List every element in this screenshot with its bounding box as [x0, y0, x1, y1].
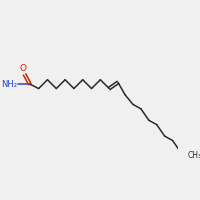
Text: CH₃: CH₃	[188, 151, 200, 160]
Text: O: O	[19, 64, 26, 73]
Text: NH₂: NH₂	[2, 80, 18, 89]
